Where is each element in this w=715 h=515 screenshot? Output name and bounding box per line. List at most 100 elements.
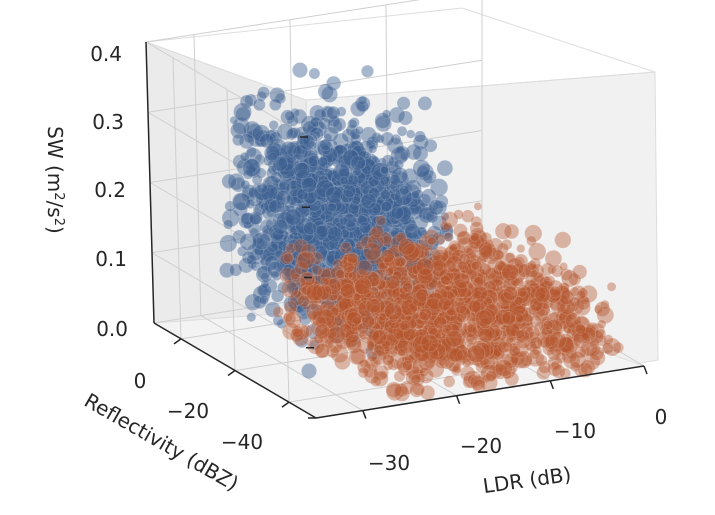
data-point-series-0	[290, 225, 309, 244]
data-point-series-1	[542, 319, 554, 331]
data-point-series-0	[417, 95, 433, 111]
data-point-series-0	[295, 187, 312, 204]
data-point-series-0	[253, 245, 265, 257]
data-point-series-0	[277, 216, 297, 235]
data-point-series-0	[353, 235, 370, 252]
data-point-series-0	[355, 190, 367, 202]
data-point-series-0	[352, 302, 372, 322]
data-point-series-0	[373, 256, 391, 274]
data-point-series-0	[338, 244, 354, 260]
data-point-series-0	[247, 222, 262, 237]
data-point-series-0	[402, 196, 414, 208]
data-point-series-0	[251, 238, 270, 256]
data-point-series-0	[394, 205, 411, 222]
data-point-series-0	[277, 239, 295, 257]
data-point-series-0	[350, 130, 360, 141]
data-point-series-0	[296, 131, 311, 146]
data-point-series-0	[300, 235, 310, 246]
data-point-series-1	[516, 286, 528, 298]
data-point-series-0	[244, 93, 258, 107]
data-point-series-0	[270, 289, 285, 303]
data-point-series-0	[347, 139, 365, 158]
data-point-series-0	[374, 232, 387, 244]
data-point-series-0	[403, 279, 419, 295]
data-point-series-0	[240, 186, 257, 203]
data-point-series-0	[317, 263, 337, 283]
data-point-series-0	[312, 231, 331, 249]
data-point-series-0	[419, 288, 431, 299]
data-point-series-0	[287, 281, 300, 294]
data-point-series-0	[258, 187, 272, 201]
data-point-series-0	[409, 314, 422, 328]
y-tick-mark	[281, 401, 290, 408]
data-point-series-0	[310, 164, 326, 180]
data-point-series-0	[279, 250, 293, 264]
grid-line-z	[145, 0, 421, 43]
data-point-series-0	[270, 232, 290, 252]
data-point-series-0	[344, 153, 360, 168]
data-point-series-0	[310, 120, 328, 138]
data-point-series-0	[343, 278, 360, 296]
data-point-series-0	[340, 184, 353, 197]
data-point-series-0	[379, 175, 397, 193]
data-point-series-0	[364, 190, 382, 208]
data-point-series-0	[363, 173, 374, 185]
data-point-series-0	[328, 181, 343, 197]
data-point-series-0	[327, 314, 345, 332]
data-point-series-0	[350, 217, 367, 233]
data-point-series-1	[335, 268, 346, 280]
x-tick-label: −10	[554, 419, 596, 443]
data-point-series-0	[340, 185, 358, 202]
data-point-series-0	[379, 233, 398, 251]
data-point-series-1	[453, 209, 464, 220]
data-point-series-0	[403, 247, 419, 263]
data-point-series-1	[375, 214, 387, 227]
data-point-series-1	[397, 237, 416, 256]
data-point-series-0	[361, 192, 374, 204]
data-point-series-0	[346, 159, 358, 171]
data-point-series-0	[323, 242, 337, 256]
data-point-series-0	[296, 143, 312, 160]
data-point-series-0	[361, 261, 372, 272]
data-point-series-0	[289, 178, 301, 190]
data-point-series-0	[338, 216, 349, 226]
data-point-series-0	[282, 194, 297, 209]
data-point-series-0	[252, 294, 267, 310]
data-point-series-0	[323, 285, 333, 295]
data-point-series-0	[411, 248, 427, 264]
data-point-series-0	[320, 179, 335, 193]
data-point-series-0	[292, 235, 302, 244]
data-point-series-0	[290, 179, 301, 191]
data-point-series-0	[380, 316, 397, 333]
data-point-series-0	[351, 228, 366, 243]
data-point-series-0	[323, 225, 336, 238]
data-point-series-0	[354, 198, 372, 216]
data-point-series-0	[373, 296, 392, 316]
data-point-series-1	[380, 248, 395, 264]
data-point-series-1	[419, 384, 436, 401]
data-point-series-0	[342, 184, 357, 198]
data-point-series-0	[294, 245, 311, 261]
data-point-series-0	[303, 193, 321, 211]
data-point-series-0	[286, 173, 296, 184]
data-point-series-0	[357, 278, 376, 297]
data-point-series-0	[323, 244, 342, 263]
data-point-series-0	[357, 201, 372, 216]
data-point-series-0	[331, 184, 343, 195]
data-point-series-0	[327, 114, 341, 128]
data-point-series-0	[218, 262, 235, 279]
data-point-series-0	[353, 165, 369, 181]
data-point-series-0	[354, 242, 373, 261]
data-point-series-0	[418, 229, 429, 240]
data-point-series-0	[373, 205, 384, 216]
data-point-series-0	[350, 262, 364, 276]
grid-lines	[145, 0, 645, 419]
data-point-series-0	[224, 200, 236, 212]
data-point-series-0	[318, 267, 335, 284]
data-point-series-1	[442, 221, 453, 232]
data-point-series-0	[390, 206, 405, 220]
data-point-series-0	[385, 301, 399, 315]
data-point-series-0	[349, 194, 365, 210]
data-point-series-0	[284, 215, 302, 233]
data-point-series-0	[276, 254, 294, 272]
